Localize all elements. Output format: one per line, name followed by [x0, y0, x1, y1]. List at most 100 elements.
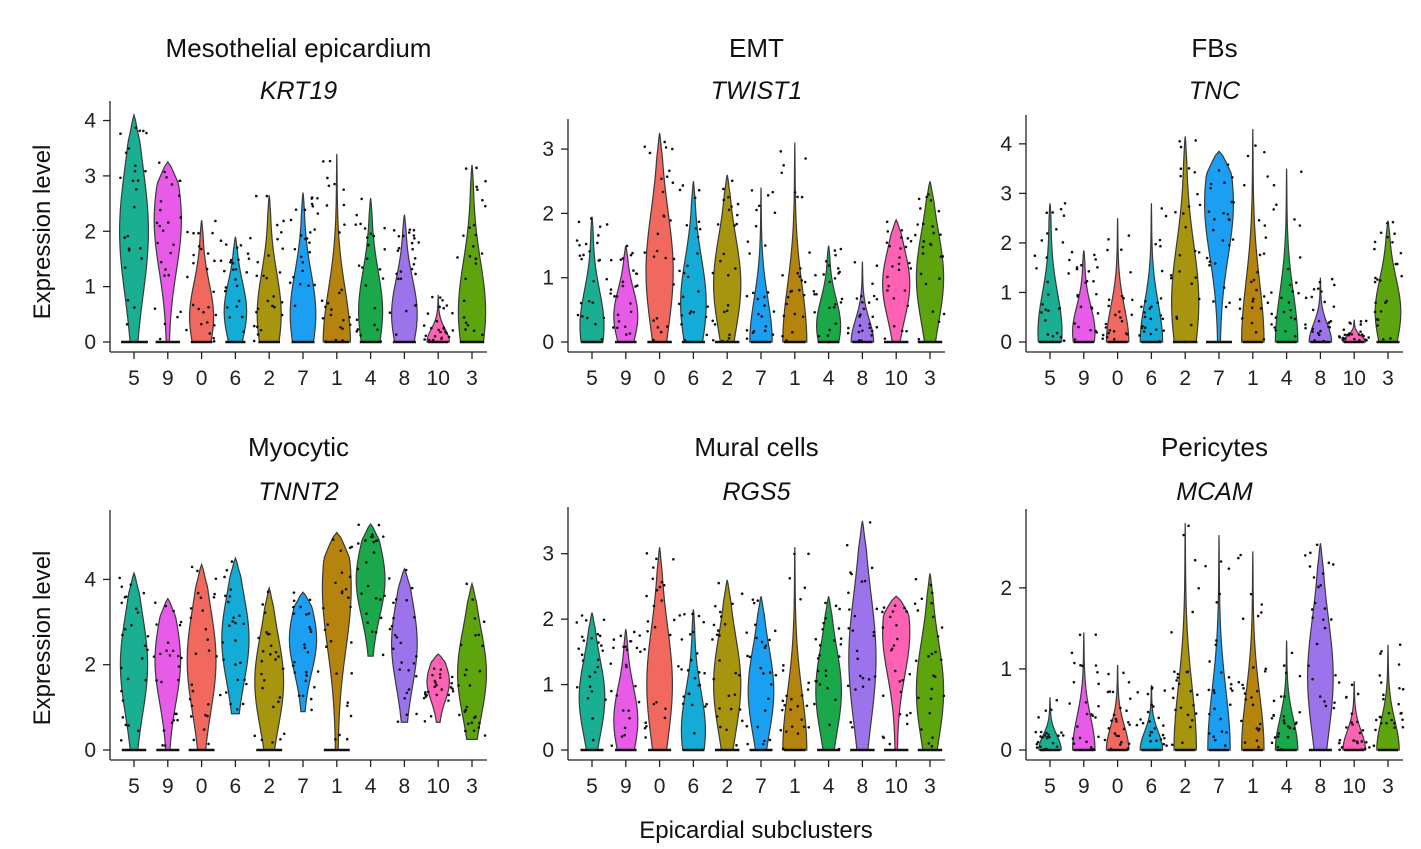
- cell-point: [1222, 211, 1225, 215]
- cell-point: [1386, 221, 1389, 225]
- cell-point: [279, 738, 282, 741]
- cell-point: [1217, 169, 1221, 172]
- cell-point: [713, 323, 717, 326]
- cell-point: [1177, 682, 1181, 686]
- cell-point: [757, 312, 760, 316]
- y-tick-label: 3: [542, 543, 554, 566]
- cell-point: [433, 334, 437, 338]
- cell-point: [1176, 676, 1180, 679]
- cell-point: [933, 675, 937, 679]
- cell-point: [255, 274, 259, 278]
- x-tick-label: 7: [1213, 367, 1225, 390]
- cell-point: [299, 255, 303, 259]
- cell-point: [202, 728, 206, 731]
- cell-point: [788, 576, 792, 580]
- violin-3: [1376, 644, 1400, 751]
- cell-point: [1304, 323, 1307, 326]
- cell-point: [740, 592, 744, 596]
- cell-point: [1230, 176, 1234, 179]
- cell-point: [245, 271, 249, 274]
- cell-point: [333, 182, 336, 186]
- cell-point: [1298, 674, 1302, 678]
- cell-point: [590, 636, 594, 640]
- cell-point: [1344, 696, 1348, 699]
- cell-point: [882, 736, 886, 740]
- cell-point: [1076, 293, 1079, 297]
- cell-point: [627, 709, 630, 712]
- cell-point: [1198, 203, 1202, 207]
- cell-point: [451, 689, 455, 693]
- cell-point: [645, 725, 648, 728]
- cell-point: [893, 604, 897, 607]
- cell-point: [340, 571, 344, 574]
- cell-point: [1291, 290, 1294, 293]
- cell-point: [881, 610, 884, 614]
- cell-point: [824, 674, 828, 678]
- cell-point: [1039, 745, 1042, 748]
- cell-point: [781, 669, 785, 672]
- x-tick-label: 10: [885, 775, 908, 798]
- cell-point: [1359, 323, 1363, 326]
- cell-point: [1284, 671, 1288, 675]
- cell-point: [756, 599, 760, 602]
- cell-point: [927, 193, 930, 196]
- cell-point: [153, 307, 157, 310]
- y-tick-label: 0: [1000, 331, 1012, 354]
- cell-point: [1365, 740, 1368, 744]
- cell-point: [898, 712, 902, 716]
- cell-point: [1262, 252, 1266, 255]
- violin-2: [1173, 522, 1198, 751]
- cell-point: [231, 620, 234, 623]
- cell-point: [303, 646, 307, 650]
- cell-point: [476, 188, 479, 191]
- cell-point: [133, 169, 137, 173]
- cell-point: [834, 302, 837, 306]
- cell-point: [610, 744, 614, 747]
- cell-point: [1122, 296, 1125, 300]
- cell-point: [680, 322, 683, 326]
- x-tick-label: 6: [230, 367, 242, 390]
- cell-point: [292, 605, 295, 609]
- cell-point: [144, 678, 147, 682]
- cell-point: [388, 577, 391, 580]
- cell-point: [1084, 701, 1088, 704]
- cell-point: [134, 164, 137, 168]
- cell-point: [484, 204, 487, 208]
- cell-point: [402, 234, 405, 238]
- cell-point: [942, 312, 946, 316]
- cell-point: [826, 686, 829, 690]
- cell-point: [338, 231, 341, 234]
- cell-point: [1107, 304, 1111, 308]
- cell-point: [120, 601, 124, 605]
- cell-point: [1395, 262, 1399, 266]
- cell-point: [1149, 332, 1153, 336]
- cell-point: [1350, 332, 1354, 336]
- cell-point: [1338, 748, 1341, 752]
- cell-point: [334, 338, 338, 342]
- cell-point: [119, 176, 122, 180]
- cell-point: [324, 305, 327, 309]
- cell-point: [1179, 145, 1183, 149]
- cell-point: [1176, 672, 1180, 676]
- cell-point: [164, 268, 167, 271]
- cell-point: [282, 219, 285, 223]
- cell-point: [1150, 703, 1154, 707]
- violin-9: [613, 245, 639, 343]
- cell-point: [730, 205, 733, 208]
- cell-point: [629, 302, 632, 305]
- cell-point: [1378, 279, 1382, 282]
- cell-point: [682, 695, 686, 698]
- cell-point: [265, 276, 268, 280]
- cell-point: [381, 535, 385, 538]
- cell-point: [1255, 689, 1259, 693]
- cell-point: [1274, 328, 1278, 332]
- cell-point: [1323, 300, 1326, 304]
- cell-point: [752, 601, 756, 605]
- cell-point: [892, 644, 896, 647]
- cell-point: [480, 252, 484, 255]
- cell-point: [1055, 745, 1059, 748]
- violin-2: [256, 195, 282, 343]
- cell-point: [695, 652, 699, 655]
- cell-point: [392, 647, 395, 651]
- cell-point: [322, 606, 325, 610]
